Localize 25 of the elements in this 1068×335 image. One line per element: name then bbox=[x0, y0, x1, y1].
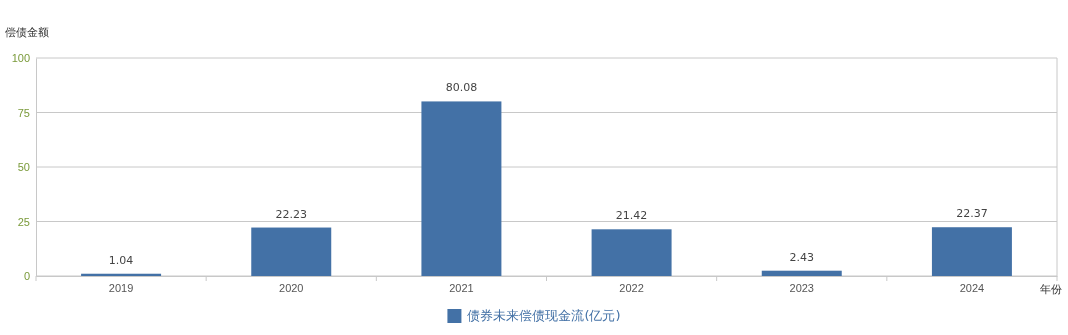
legend-label: 债券未来偿债现金流(亿元) bbox=[467, 308, 621, 323]
x-tick-label: 2022 bbox=[619, 281, 644, 294]
x-axis-title: 年份 bbox=[1040, 283, 1062, 296]
data-label: 22.23 bbox=[275, 207, 307, 221]
x-tick-label: 2020 bbox=[279, 281, 304, 294]
y-tick-label: 25 bbox=[17, 215, 30, 228]
y-axis-title: 偿债金额 bbox=[5, 26, 49, 39]
data-label: 1.04 bbox=[108, 253, 134, 267]
data-label: 22.37 bbox=[956, 207, 988, 221]
y-tick-label: 0 bbox=[23, 270, 30, 283]
x-tick-label: 2019 bbox=[108, 281, 134, 294]
bar bbox=[421, 101, 502, 276]
data-label: 21.42 bbox=[615, 209, 648, 223]
bar bbox=[591, 229, 672, 276]
bar bbox=[761, 270, 842, 276]
bar bbox=[931, 227, 1012, 276]
bar bbox=[251, 227, 332, 276]
x-tick-label: 2024 bbox=[959, 281, 985, 294]
x-tick-label: 2023 bbox=[789, 281, 814, 294]
y-tick-label: 75 bbox=[17, 106, 30, 119]
data-label: 2.43 bbox=[789, 250, 814, 264]
x-tick-label: 2021 bbox=[449, 281, 474, 294]
y-tick-label: 100 bbox=[11, 52, 30, 65]
y-tick-label: 50 bbox=[17, 161, 30, 174]
data-label: 80.08 bbox=[445, 81, 478, 95]
